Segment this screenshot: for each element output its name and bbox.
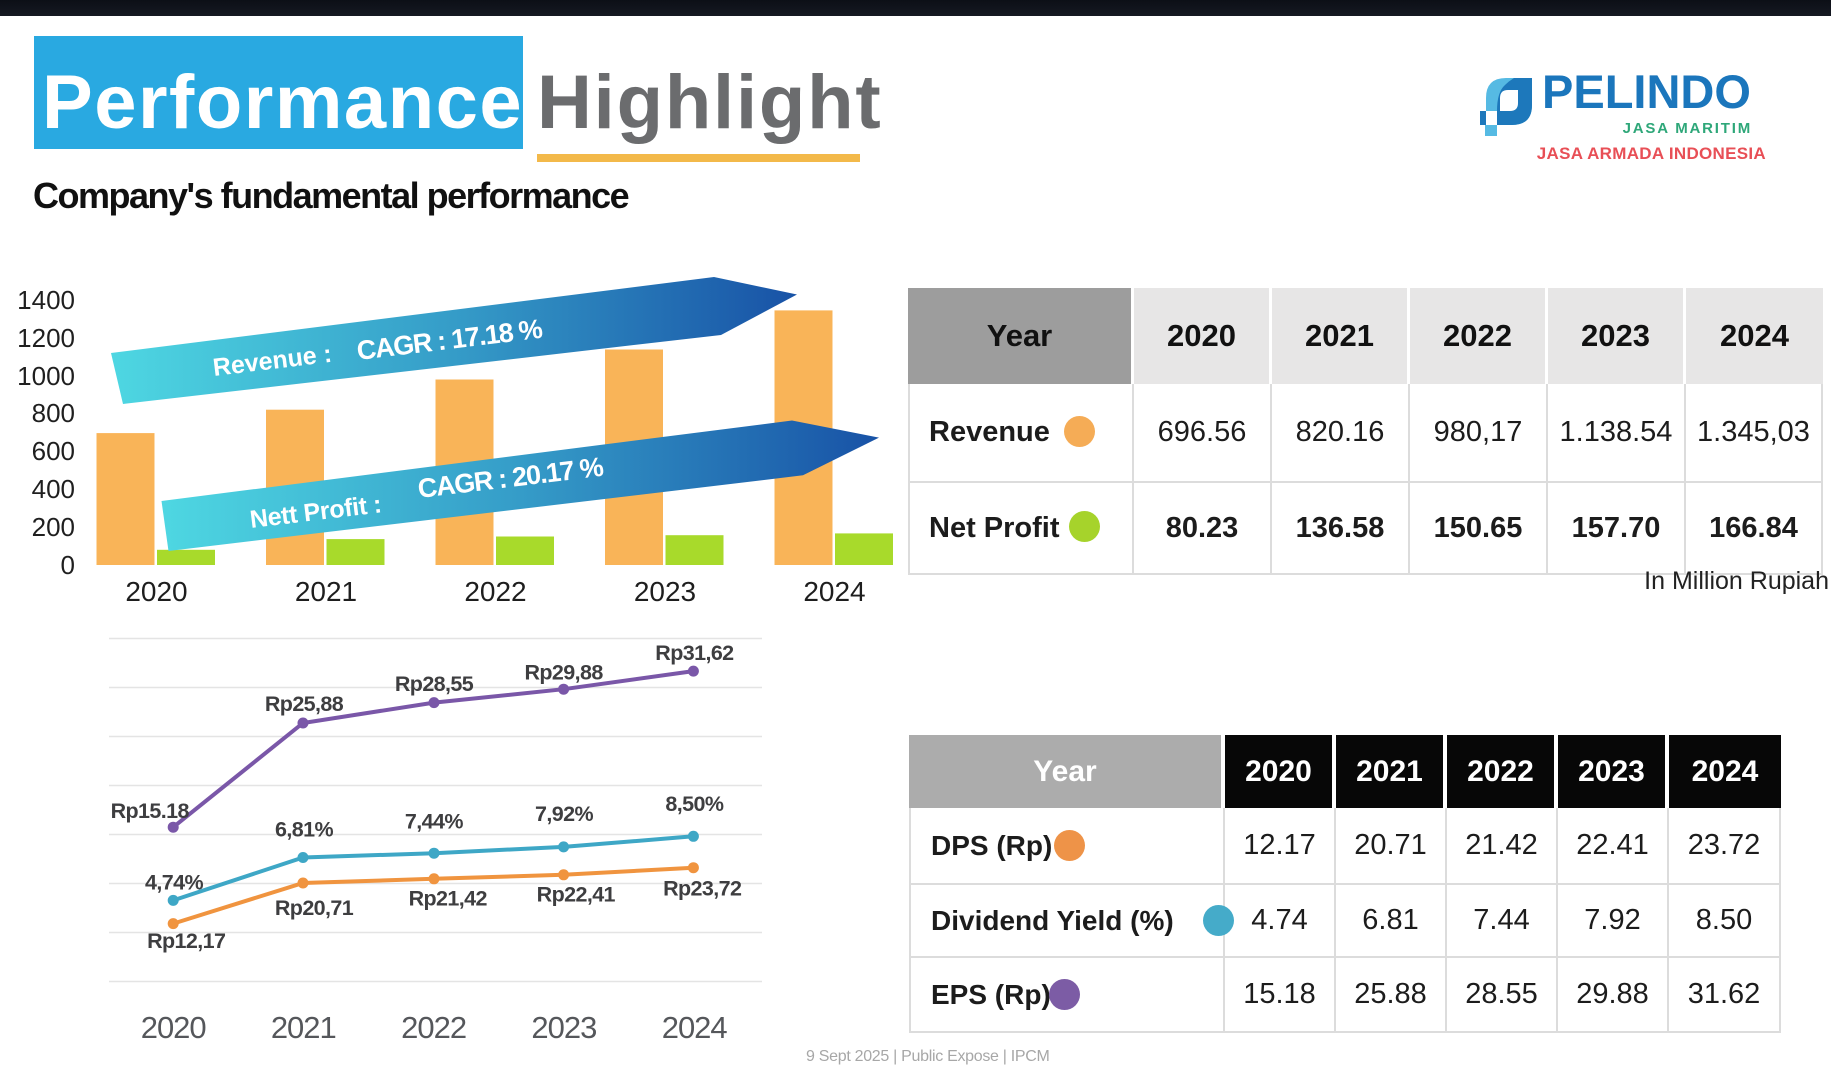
svg-text:1400: 1400 [17, 285, 75, 315]
svg-text:Rp29,88: Rp29,88 [524, 661, 603, 685]
svg-text:Rp23,72: Rp23,72 [663, 877, 742, 901]
svg-text:7,44%: 7,44% [405, 810, 463, 834]
svg-text:7,92%: 7,92% [535, 802, 593, 826]
svg-text:Rp15.18: Rp15.18 [111, 799, 190, 823]
svg-text:1200: 1200 [17, 323, 75, 353]
svg-text:4,74%: 4,74% [145, 871, 203, 895]
svg-text:Rp31,62: Rp31,62 [655, 641, 734, 665]
svg-text:1000: 1000 [17, 361, 75, 391]
svg-text:400: 400 [32, 474, 75, 504]
svg-text:2021: 2021 [295, 576, 357, 607]
svg-text:8,50%: 8,50% [665, 792, 723, 816]
svg-text:2023: 2023 [634, 576, 696, 607]
svg-text:2024: 2024 [803, 576, 865, 607]
svg-text:2020: 2020 [125, 576, 187, 607]
svg-text:Rp28,55: Rp28,55 [395, 672, 474, 696]
svg-text:2020: 2020 [141, 1010, 207, 1045]
svg-text:Rp20,71: Rp20,71 [275, 896, 354, 920]
svg-text:2022: 2022 [401, 1010, 466, 1045]
svg-text:6,81%: 6,81% [275, 818, 333, 842]
svg-text:2022: 2022 [464, 576, 526, 607]
svg-text:600: 600 [32, 436, 75, 466]
svg-text:2021: 2021 [271, 1010, 336, 1045]
svg-text:Rp12,17: Rp12,17 [147, 929, 226, 953]
svg-text:2023: 2023 [531, 1010, 596, 1045]
svg-text:Rp25,88: Rp25,88 [265, 692, 344, 716]
svg-text:0: 0 [61, 550, 75, 580]
svg-text:800: 800 [32, 398, 75, 428]
svg-text:200: 200 [32, 512, 75, 542]
svg-text:Rp22,41: Rp22,41 [537, 883, 616, 907]
svg-text:2024: 2024 [662, 1010, 728, 1045]
svg-text:Rp21,42: Rp21,42 [409, 886, 488, 910]
